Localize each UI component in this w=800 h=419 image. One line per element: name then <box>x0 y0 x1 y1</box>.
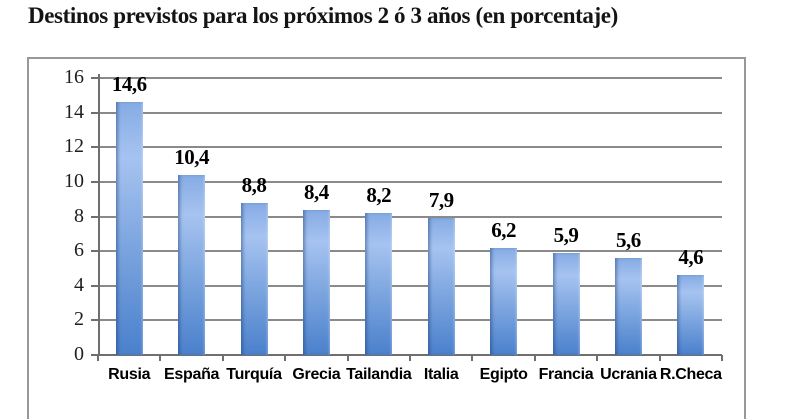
category-label: R.Checa <box>659 366 722 383</box>
y-axis-tick-label: 14 <box>64 100 84 123</box>
x-axis-tick <box>596 355 599 361</box>
y-axis-tick-label: 12 <box>64 135 84 158</box>
y-axis-tick <box>91 146 98 149</box>
gridline <box>98 111 722 114</box>
gridline <box>98 77 722 79</box>
y-axis-tick <box>91 319 98 322</box>
y-axis-tick-label: 6 <box>74 239 84 262</box>
bar <box>365 213 393 355</box>
x-axis-tick <box>409 355 411 361</box>
gridline <box>98 250 722 253</box>
bar <box>240 202 268 355</box>
bar <box>115 102 143 355</box>
bar <box>302 209 330 355</box>
gridline <box>98 180 722 183</box>
category-label: Rusia <box>108 366 151 383</box>
y-axis-tick-label: 2 <box>74 308 84 331</box>
category-label: Italia <box>423 366 459 383</box>
chart-title: Destinos previstos para los próximos 2 ó… <box>28 3 618 28</box>
bar-value-label: 5,9 <box>553 222 579 247</box>
gridline <box>98 284 722 287</box>
bar-value-label: 14,6 <box>111 72 147 97</box>
bar-value-label: 7,9 <box>428 188 454 213</box>
y-axis-tick <box>91 215 98 218</box>
category-label: Egipto <box>479 366 528 383</box>
bar-value-label: 8,8 <box>241 172 267 197</box>
gridline <box>98 319 722 322</box>
y-axis-tick <box>91 354 98 356</box>
bar <box>677 275 705 355</box>
y-axis-tick <box>91 111 98 114</box>
y-axis-tick-label: 0 <box>74 343 84 365</box>
category-label: Francia <box>538 366 594 383</box>
y-axis-tick-label: 4 <box>74 273 84 296</box>
category-label: Tailandia <box>346 366 412 383</box>
gridline <box>98 146 722 149</box>
x-axis-tick <box>221 355 224 361</box>
bar-value-label: 10,4 <box>174 144 209 169</box>
x-axis-tick <box>658 355 661 361</box>
y-axis-tick <box>91 77 98 79</box>
x-axis-tick <box>721 355 723 361</box>
bar-value-label: 8,4 <box>304 179 329 204</box>
bar <box>178 174 206 355</box>
bar <box>614 258 642 355</box>
y-axis-tick-label: 8 <box>74 204 84 227</box>
category-label: Grecia <box>292 366 341 383</box>
y-axis-tick <box>91 250 98 253</box>
y-axis-tick <box>91 180 98 183</box>
x-axis-tick <box>346 355 349 361</box>
x-axis-tick <box>284 355 287 361</box>
y-axis-tick-label: 16 <box>64 66 84 88</box>
x-axis-tick <box>97 355 99 361</box>
bar-value-label: 4,6 <box>678 245 704 270</box>
x-axis-tick <box>533 355 536 361</box>
category-label: Turquía <box>226 366 282 383</box>
category-label: España <box>164 366 220 383</box>
bar <box>427 218 455 355</box>
x-axis-tick <box>159 355 162 361</box>
category-label: Ucrania <box>600 366 657 383</box>
bar-value-label: 6,2 <box>491 217 516 242</box>
y-axis-tick-label: 10 <box>64 169 84 192</box>
y-axis-line <box>98 74 100 355</box>
bar <box>552 252 580 355</box>
bar-value-label: 5,6 <box>616 228 641 253</box>
gridline <box>98 215 722 218</box>
bar-value-label: 8,2 <box>366 183 392 208</box>
bar <box>490 247 518 355</box>
x-axis-tick <box>471 355 474 361</box>
y-axis-tick <box>91 284 98 287</box>
